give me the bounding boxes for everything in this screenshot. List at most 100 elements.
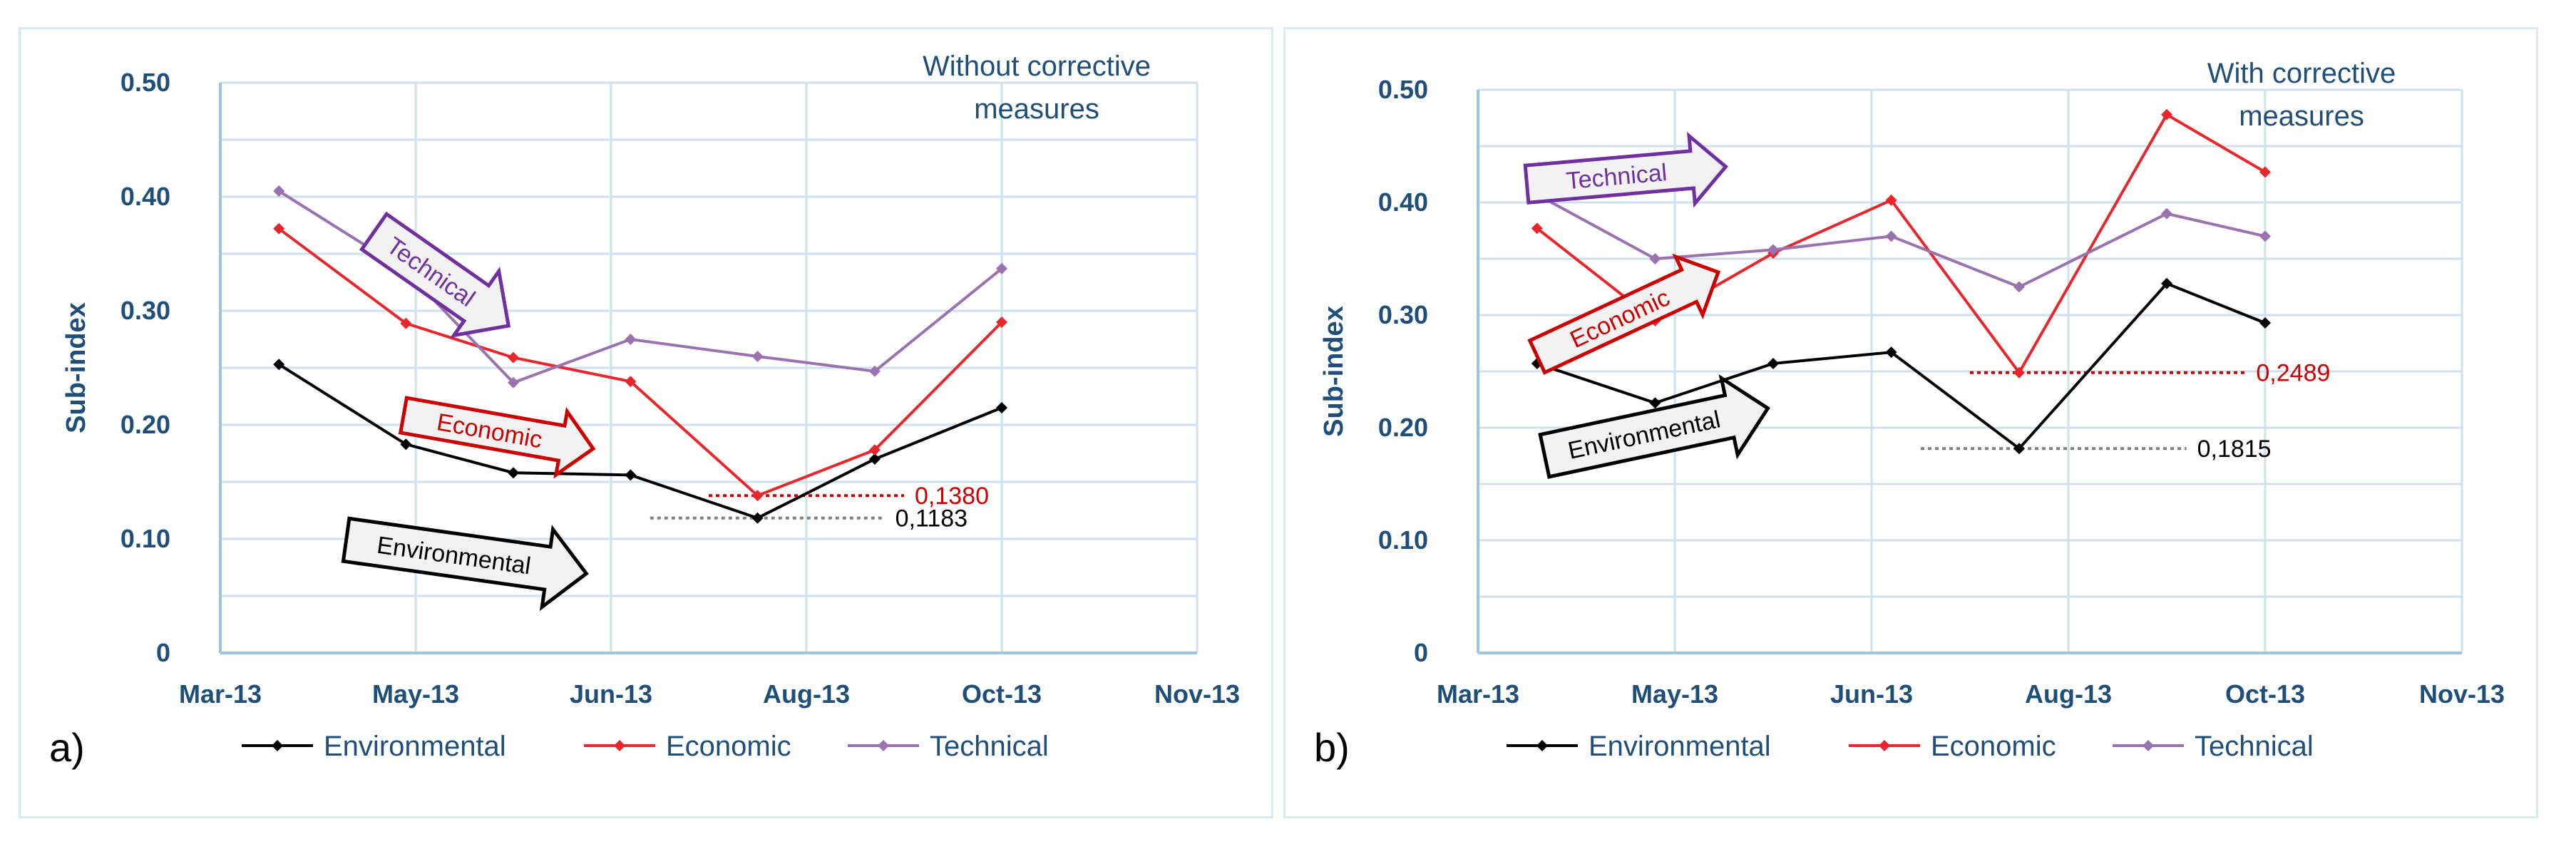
x-tick-label: May-13 [1631,679,1718,709]
y-tick-label: 0.20 [120,410,170,439]
x-tick-label: Oct-13 [962,679,1042,709]
data-point-technical [273,185,285,197]
data-point-technical [2013,281,2025,293]
data-point-economic [751,490,764,502]
data-point-environmental [1885,346,1897,359]
data-point-technical [996,262,1007,274]
x-tick-label: Jun-13 [1830,679,1913,709]
data-point-technical [508,376,519,389]
data-point-environmental [2161,277,2172,289]
data-point-economic [1531,222,1543,235]
legend-label-economic: Economic [1931,731,2056,762]
data-point-environmental [1531,357,1543,369]
x-tick-label: Oct-13 [2225,679,2305,709]
arrow-shape [1527,253,1721,375]
arrow-shape [1523,131,1728,208]
annotation-arrow-economic: Economic [398,396,596,479]
data-point-environmental [1649,397,1661,409]
legend-marker-economic [614,740,625,751]
legend-label-technical: Technical [930,731,1049,762]
chart-b-svg: 0 0.10 0.20 0.30 0.40 0.50 Mar-13 May-13 Jun-13 A… [1314,58,2505,770]
panel-label: a) [49,725,85,770]
data-point-environmental [400,438,412,451]
annotation-arrow-environmental: Environmental [1538,374,1770,479]
arrow-shape [1538,374,1770,479]
x-tick-label: Nov-13 [1154,679,1240,709]
x-tick-label: Mar-13 [179,679,262,709]
data-point-environmental [868,453,881,465]
data-point-economic [2013,366,2025,379]
chart-note: measures [2239,101,2364,132]
x-tick-label: Nov-13 [2419,679,2505,709]
legend-marker-economic [1879,740,1890,751]
reference-value-label: 0,1380 [915,483,989,510]
y-axis-label: Sub-index [1319,306,1349,437]
y-tick-label: 0.50 [120,68,170,97]
data-point-economic [625,376,637,388]
y-tick-label: 0.10 [1378,525,1428,555]
data-point-economic [1885,194,1897,206]
data-point-environmental [996,402,1007,413]
data-point-technical [2161,207,2172,220]
legend-label-economic: Economic [666,731,791,762]
legend-label-technical: Technical [2195,731,2314,762]
data-point-technical [1649,253,1661,264]
y-tick-label: 0.40 [1378,187,1428,217]
series-line-environmental [278,363,1002,520]
data-point-technical [751,351,764,362]
panel-label: b) [1314,725,1350,770]
reference-value-label: 0,1183 [896,505,968,532]
legend-marker-technical [878,740,889,751]
x-tick-label: Aug-13 [763,679,850,709]
y-tick-label: 0.10 [120,524,170,553]
y-tick-label: 0.30 [120,296,170,325]
data-point-economic [508,351,519,364]
chart-panel-a: 0 0.10 0.20 0.30 0.40 0.50 Mar-13 May-13 Jun-13 A… [19,27,1273,818]
data-point-economic [400,317,412,329]
arrow-shape [398,396,596,479]
chart-a-svg: 0 0.10 0.20 0.30 0.40 0.50 Mar-13 May-13 Jun-13 A… [49,51,1240,770]
reference-value-label: 0,2489 [2256,360,2330,387]
data-point-environmental [2259,317,2271,329]
x-tick-label: Mar-13 [1437,679,1519,709]
data-point-technical [2259,230,2271,242]
y-axis-label: Sub-index [61,302,91,433]
y-tick-label: 0.20 [1378,413,1428,442]
arrow-shape [341,516,589,612]
legend-marker-environmental [1536,740,1548,751]
data-point-environmental [2013,443,2025,455]
y-tick-label: 0.50 [1378,75,1428,104]
series-line-technical [1536,193,2266,289]
y-tick-label: 0.30 [1378,300,1428,329]
y-tick-label: 0 [1414,638,1428,667]
annotation-arrow-technical: Technical [1523,131,1728,208]
reference-value-label: 0,1815 [2197,436,2272,463]
data-point-technical [868,365,881,377]
data-point-economic [996,317,1007,328]
chart-note: Without corrective [923,51,1151,82]
data-point-technical [1885,230,1897,242]
chart-note: measures [974,93,1099,125]
data-point-environmental [1767,357,1779,369]
data-point-environmental [625,469,637,481]
x-tick-label: May-13 [372,679,459,709]
legend-label-environmental: Environmental [1589,731,1771,762]
data-point-economic [2161,108,2172,120]
data-point-environmental [751,512,764,524]
legend-marker-technical [2143,740,2154,751]
data-point-technical [625,334,637,345]
y-tick-label: 0 [156,638,170,667]
y-tick-label: 0.40 [120,182,170,211]
data-point-environmental [508,467,519,479]
arrow-shape [359,211,511,338]
data-point-technical [1767,244,1779,256]
chart-note: With corrective [2207,58,2396,89]
legend-marker-environmental [272,740,283,751]
data-point-environmental [273,359,285,371]
x-tick-label: Aug-13 [2025,679,2112,709]
legend-label-environmental: Environmental [324,731,506,762]
data-point-economic [2259,166,2271,178]
chart-panel-b: 0 0.10 0.20 0.30 0.40 0.50 Mar-13 May-13 Jun-13 A… [1283,27,2538,818]
x-tick-label: Jun-13 [570,679,652,709]
data-point-economic [273,222,285,235]
